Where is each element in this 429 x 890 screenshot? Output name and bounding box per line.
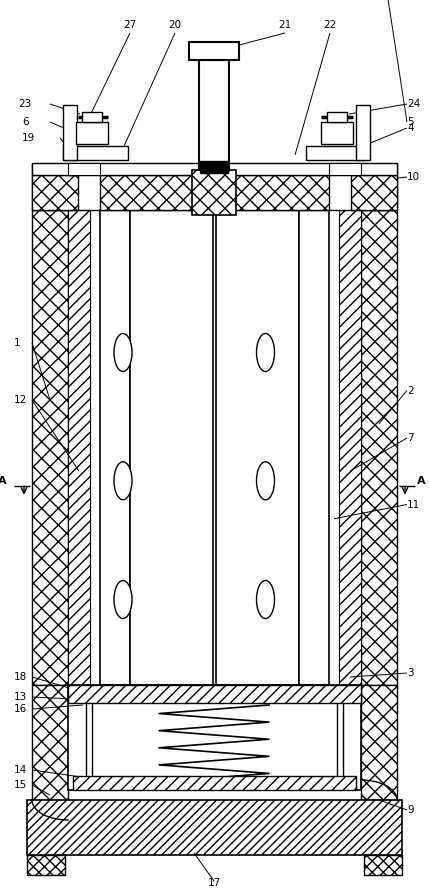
Bar	[299, 210, 329, 685]
Bar	[130, 210, 213, 685]
Text: 6: 6	[22, 117, 29, 127]
Ellipse shape	[257, 462, 275, 500]
Text: 3: 3	[407, 668, 414, 678]
Bar	[63, 146, 128, 160]
Bar	[361, 685, 397, 800]
Bar	[68, 210, 90, 685]
Bar	[27, 855, 65, 875]
Text: A: A	[417, 476, 426, 487]
Bar	[356, 105, 370, 160]
Text: 12: 12	[14, 395, 27, 405]
Text: 19: 19	[22, 133, 35, 143]
Bar	[192, 170, 236, 215]
Bar	[68, 685, 361, 790]
Bar	[329, 163, 361, 175]
Bar	[306, 146, 366, 160]
Bar	[63, 105, 77, 160]
Text: 11: 11	[407, 499, 420, 509]
Bar	[32, 163, 397, 175]
Text: 20: 20	[169, 20, 181, 30]
Bar	[321, 122, 353, 144]
Bar	[32, 210, 68, 685]
Bar	[68, 163, 100, 175]
Bar	[100, 175, 213, 210]
Text: 22: 22	[323, 20, 337, 30]
Bar	[364, 855, 402, 875]
Text: 13: 13	[14, 692, 27, 702]
Text: 9: 9	[407, 805, 414, 815]
Bar	[32, 685, 68, 800]
Text: 23: 23	[18, 99, 31, 109]
Bar	[27, 800, 402, 855]
Bar	[189, 42, 239, 60]
Text: 5: 5	[407, 117, 414, 127]
Text: 16: 16	[14, 704, 27, 714]
Bar	[76, 122, 108, 144]
Bar	[200, 161, 228, 173]
Text: 14: 14	[14, 765, 27, 775]
Bar	[100, 210, 130, 685]
Bar	[82, 112, 102, 122]
Bar	[216, 175, 329, 210]
Text: 7: 7	[407, 433, 414, 443]
Text: 15: 15	[14, 780, 27, 790]
Text: 4: 4	[407, 123, 414, 133]
Text: 10: 10	[407, 172, 420, 182]
Text: 1: 1	[14, 338, 21, 348]
Text: 24: 24	[407, 99, 420, 109]
Ellipse shape	[114, 580, 132, 619]
Ellipse shape	[114, 334, 132, 371]
Text: 17: 17	[207, 878, 221, 888]
Bar	[361, 210, 397, 685]
Text: 21: 21	[278, 20, 292, 30]
Ellipse shape	[114, 462, 132, 500]
Text: 27: 27	[124, 20, 136, 30]
Bar	[339, 210, 361, 685]
Text: 2: 2	[407, 385, 414, 395]
Text: A: A	[0, 476, 7, 487]
Ellipse shape	[257, 334, 275, 371]
Bar	[199, 60, 229, 170]
Bar	[351, 175, 397, 210]
Bar	[216, 210, 299, 685]
Bar	[32, 175, 78, 210]
Text: 18: 18	[14, 672, 27, 682]
Bar	[68, 685, 361, 703]
Bar	[327, 112, 347, 122]
Ellipse shape	[257, 580, 275, 619]
Bar	[73, 776, 356, 790]
